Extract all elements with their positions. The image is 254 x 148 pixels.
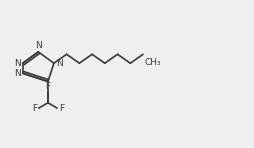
Text: N: N (35, 41, 42, 50)
Text: N: N (14, 59, 21, 68)
Text: CH₃: CH₃ (144, 58, 161, 67)
Text: F: F (45, 82, 50, 91)
Text: F: F (32, 104, 37, 113)
Text: F: F (59, 104, 64, 113)
Text: N: N (14, 69, 21, 78)
Text: N: N (56, 59, 62, 68)
